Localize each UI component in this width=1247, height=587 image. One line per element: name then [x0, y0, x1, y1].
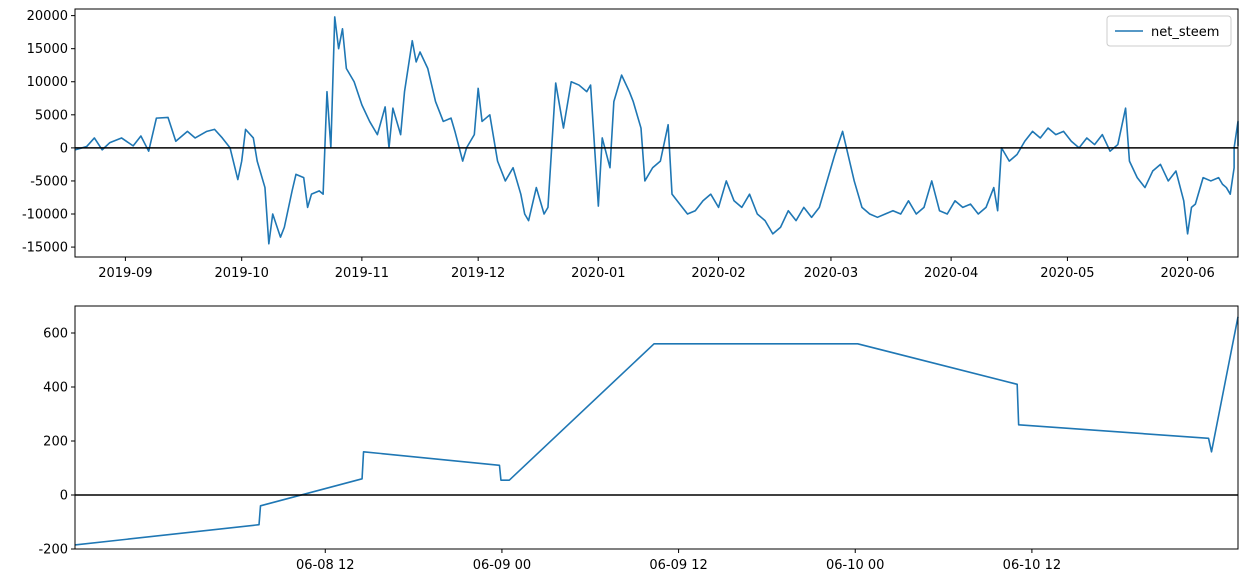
legend-label-net-steem: net_steem	[1151, 25, 1219, 40]
bottom-xtick-label: 06-10 12	[1003, 558, 1061, 573]
top-xtick-label: 2019-11	[335, 266, 389, 281]
top-xtick-label: 2020-05	[1040, 266, 1094, 281]
top-ticks-layer: -15000 -10000 -5000 0 5000 10000 15000 20000 201…	[22, 9, 1215, 281]
top-ytick-label: -10000	[22, 208, 68, 223]
bottom-ytick-label: 0	[60, 489, 68, 504]
top-xtick-label: 2020-06	[1160, 266, 1214, 281]
bottom-ytick-label: -200	[38, 543, 68, 558]
bottom-xtick-label: 06-10 00	[826, 558, 884, 573]
top-legend: net_steem	[1106, 15, 1232, 47]
top-xtick-label: 2020-03	[804, 266, 858, 281]
top-ytick-label: -5000	[30, 174, 68, 189]
bottom-ticks-layer: -200 0 200 400 600 06-08 12 06-09 00 06-09 12 06…	[38, 327, 1061, 574]
bottom-xtick-label: 06-08 12	[296, 558, 354, 573]
top-series-line-net-steem	[74, 16, 1239, 245]
bottom-series-line	[74, 316, 1239, 546]
top-ytick-label: 10000	[27, 75, 68, 90]
top-axes-frame	[74, 8, 1239, 258]
top-ytick-label: -15000	[22, 241, 68, 256]
bottom-xtick-label: 06-09 12	[649, 558, 707, 573]
top-ytick-label: 0	[60, 141, 68, 156]
bottom-subplot: -200 0 200 400 600 06-08 12 06-09 00 06-09 12 06…	[38, 305, 1239, 574]
bottom-ytick-label: 400	[43, 381, 68, 396]
bottom-series-layer	[74, 316, 1239, 546]
top-subplot: -15000 -10000 -5000 0 5000 10000 15000 20000 201…	[22, 8, 1239, 281]
top-ytick-label: 5000	[35, 108, 68, 123]
bottom-xtick-label: 06-09 00	[473, 558, 531, 573]
bottom-ytick-label: 200	[43, 435, 68, 450]
top-xtick-label: 2020-01	[571, 266, 625, 281]
top-series-layer	[74, 16, 1239, 245]
legend-box	[1106, 15, 1232, 47]
top-xtick-label: 2019-12	[451, 266, 505, 281]
top-xtick-label: 2020-02	[691, 266, 745, 281]
bottom-ytick-label: 600	[43, 327, 68, 342]
top-ytick-label: 20000	[27, 9, 68, 24]
top-ytick-label: 15000	[27, 42, 68, 57]
top-xtick-label: 2019-09	[98, 266, 152, 281]
bottom-axes-frame	[74, 305, 1239, 550]
top-xtick-label: 2019-10	[215, 266, 269, 281]
top-xtick-label: 2020-04	[924, 266, 978, 281]
